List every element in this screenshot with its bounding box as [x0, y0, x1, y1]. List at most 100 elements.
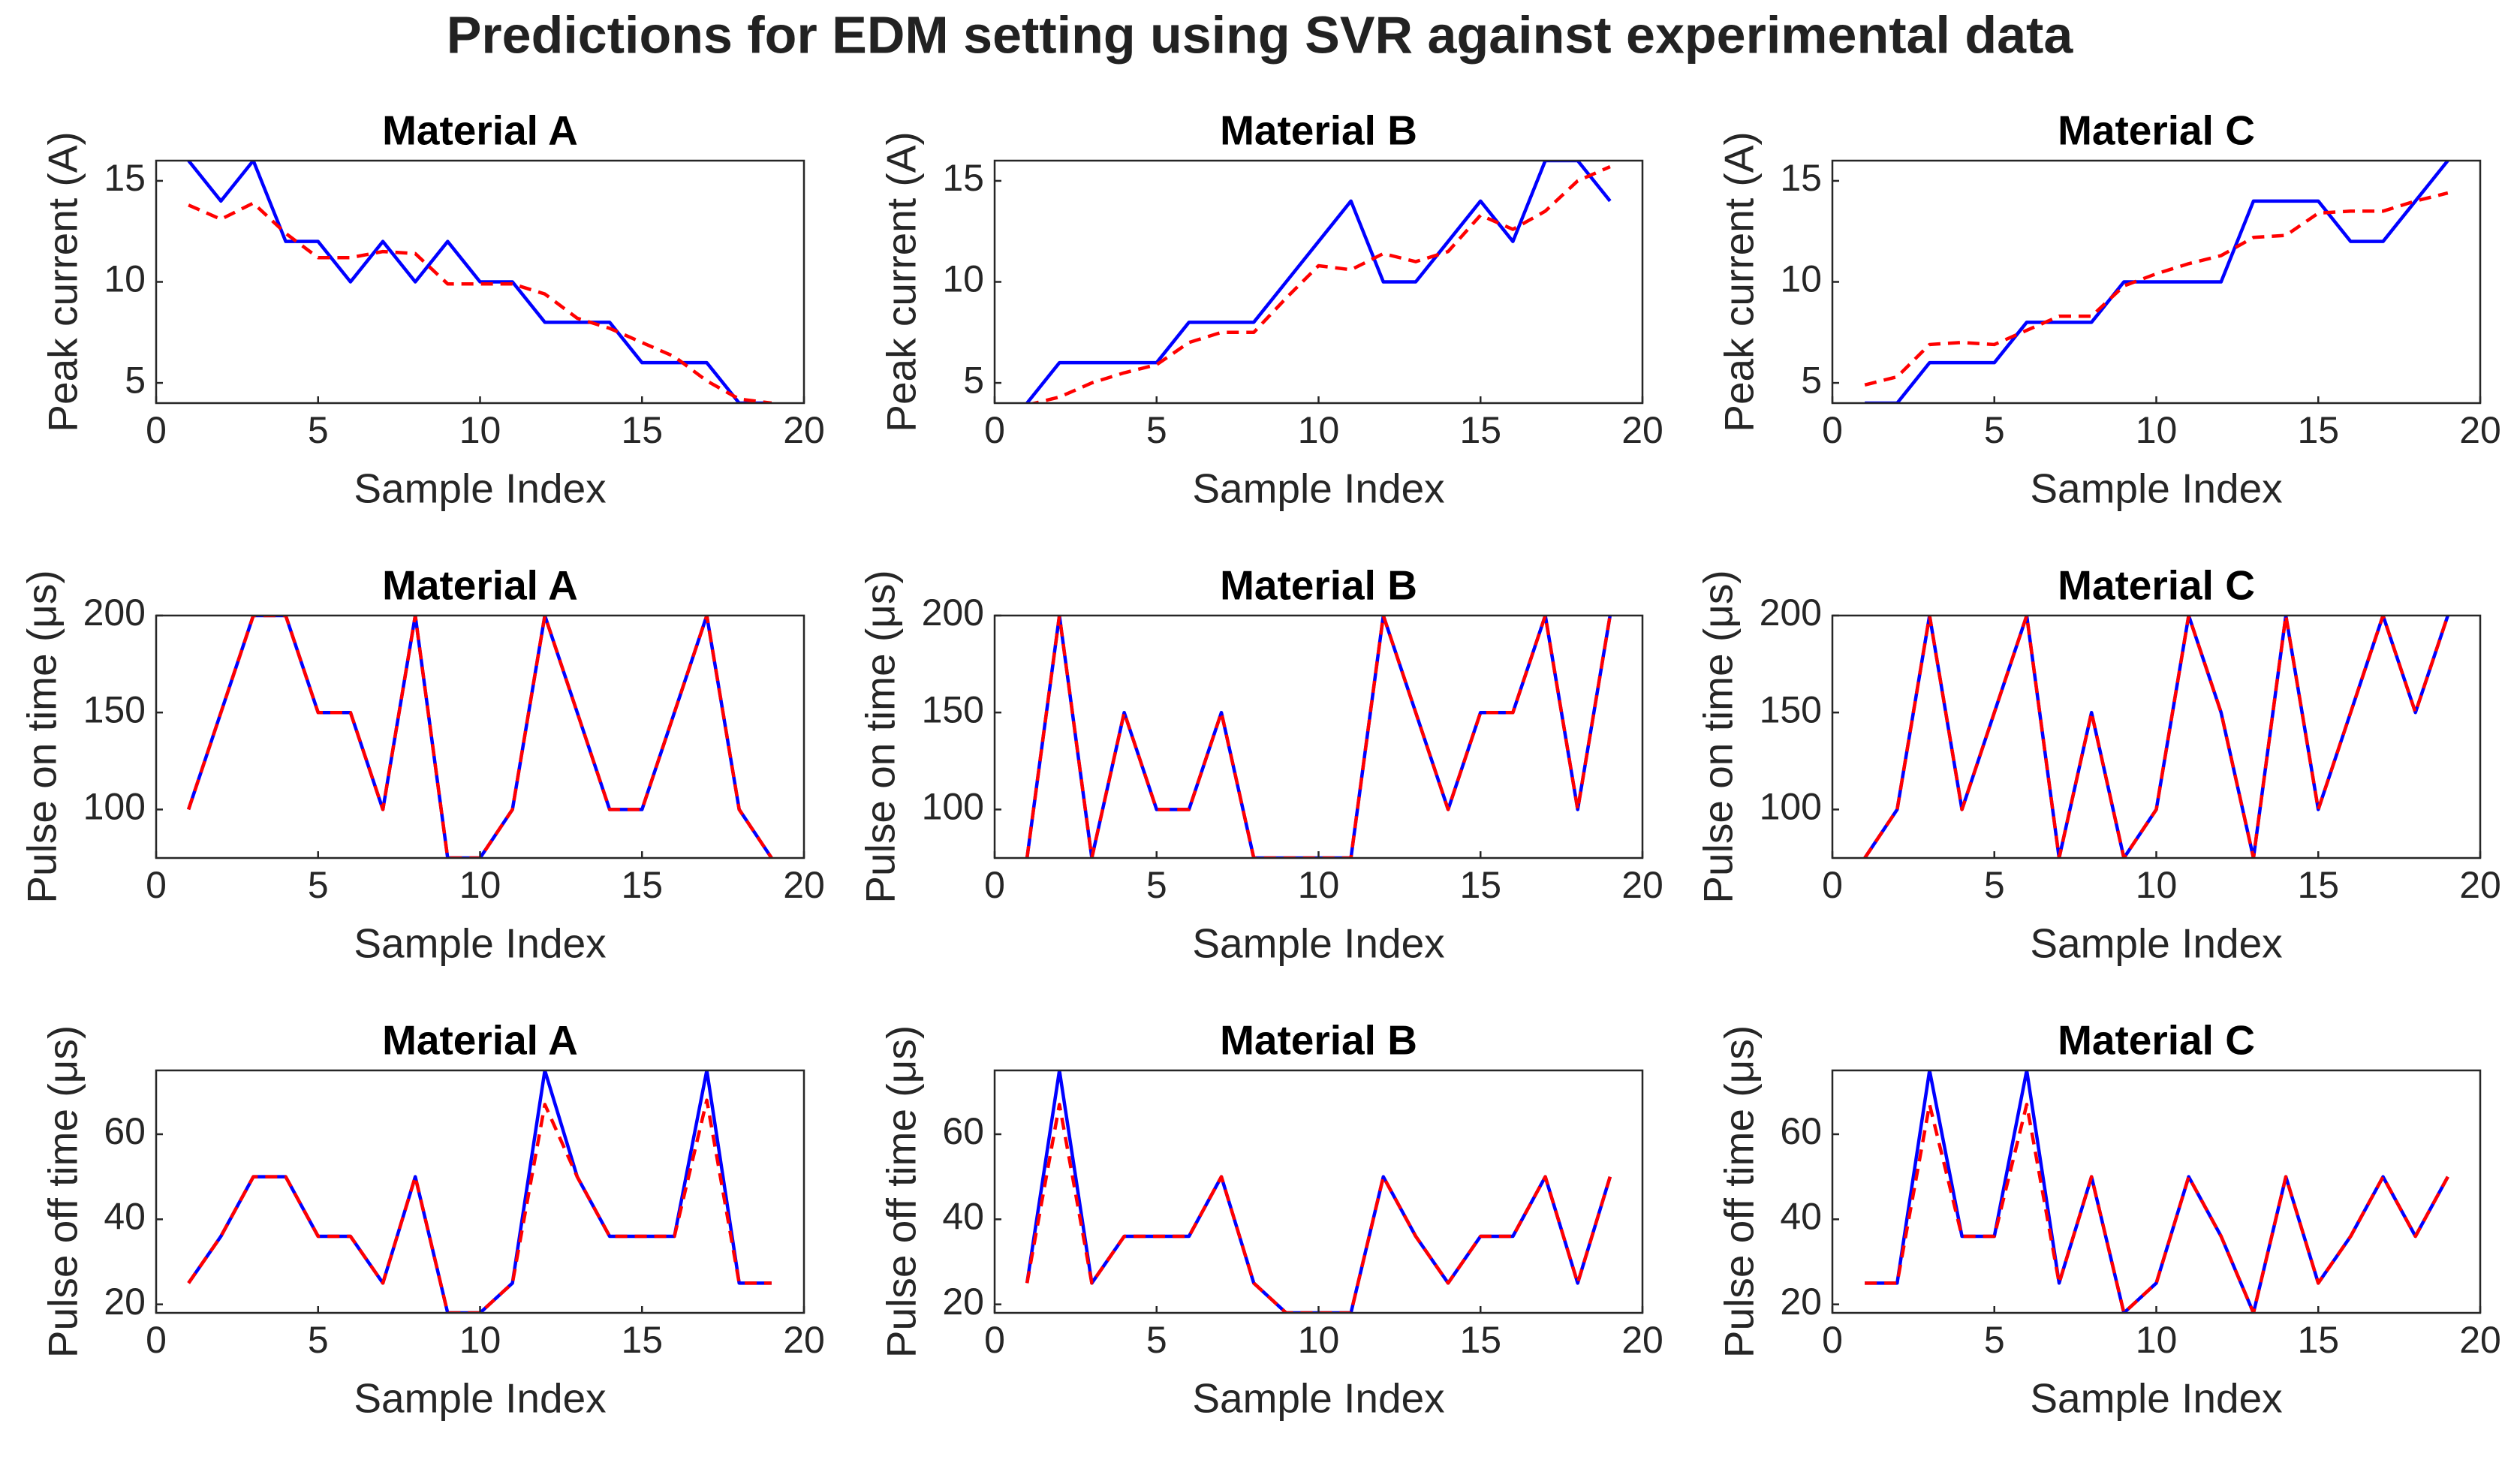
data-line: [1865, 1103, 2449, 1313]
subplot-title: Material C: [2058, 107, 2255, 154]
x-tick-label: 5: [308, 409, 329, 451]
x-tick-label: 5: [1984, 409, 2005, 451]
x-axis-label: Sample Index: [1192, 1375, 1444, 1422]
subplot-title: Material A: [382, 562, 578, 609]
y-tick-label: 150: [83, 688, 146, 730]
x-axis-label: Sample Index: [2030, 465, 2282, 512]
x-tick-label: 20: [783, 409, 825, 451]
x-tick-label: 15: [2297, 1319, 2339, 1361]
plot-area: [1864, 161, 2449, 403]
x-axis-label: Sample Index: [1192, 920, 1444, 967]
x-axis-label: Sample Index: [354, 465, 606, 512]
subplot: 0 5 10 15 20 100 150 200 Material B Sample Index P…: [857, 562, 1663, 967]
y-axis-label: Pulse on time (μs): [1695, 570, 1742, 903]
y-tick-label: 200: [83, 592, 146, 634]
plot-area: [1025, 1070, 1612, 1313]
data-line: [1864, 191, 2449, 387]
y-tick-label: 15: [1780, 157, 1822, 199]
subplot-title: Material A: [382, 107, 578, 154]
x-tick-label: 10: [2136, 409, 2178, 451]
x-tick-label: 5: [1146, 1319, 1167, 1361]
data-line: [1025, 616, 1612, 858]
x-tick-label: 15: [2297, 864, 2339, 906]
y-tick-label: 200: [922, 592, 984, 634]
x-tick-label: 20: [1621, 409, 1663, 451]
x-tick-label: 5: [1984, 1319, 2005, 1361]
subplot: 0 5 10 15 20 20 40 60 Material C Sample Index Puls…: [1716, 1017, 2501, 1422]
y-tick-label: 100: [83, 786, 146, 828]
y-axis-label: Pulse off time (μs): [1716, 1025, 1763, 1358]
y-axis-label: Pulse off time (μs): [40, 1025, 86, 1358]
subplot: 0 5 10 15 20 100 150 200 Material C Sample Index P…: [1695, 562, 2501, 967]
x-tick-label: 10: [459, 864, 501, 906]
y-axis-label: Pulse on time (μs): [857, 570, 904, 903]
x-tick-label: 15: [1459, 409, 1501, 451]
x-tick-label: 20: [783, 1319, 825, 1361]
x-tick-label: 5: [1146, 864, 1167, 906]
x-tick-label: 15: [1459, 864, 1501, 906]
x-tick-label: 0: [984, 864, 1005, 906]
subplot: 0 5 10 15 20 20 40 60 Material A Sample Index Puls…: [40, 1017, 825, 1422]
x-tick-label: 10: [459, 409, 501, 451]
x-tick-label: 20: [783, 864, 825, 906]
x-axis-label: Sample Index: [354, 1375, 606, 1422]
y-tick-label: 5: [963, 359, 984, 401]
y-tick-label: 20: [1780, 1281, 1822, 1323]
data-line: [187, 616, 773, 858]
x-tick-label: 10: [1298, 1319, 1340, 1361]
x-tick-label: 0: [1822, 409, 1843, 451]
y-tick-label: 15: [104, 157, 146, 199]
x-axis-label: Sample Index: [2030, 920, 2282, 967]
x-tick-label: 0: [146, 409, 167, 451]
x-tick-label: 15: [621, 1319, 663, 1361]
x-tick-label: 10: [1298, 409, 1340, 451]
x-axis-label: Sample Index: [2030, 1375, 2282, 1422]
y-tick-label: 100: [922, 786, 984, 828]
x-tick-label: 5: [308, 1319, 329, 1361]
x-tick-label: 15: [1459, 1319, 1501, 1361]
plot-area: [187, 616, 773, 858]
x-tick-label: 0: [984, 409, 1005, 451]
figure-title: Predictions for EDM setting using SVR ag…: [447, 5, 2074, 64]
x-tick-label: 10: [459, 1319, 501, 1361]
y-tick-label: 60: [1780, 1110, 1822, 1152]
x-tick-label: 0: [984, 1319, 1005, 1361]
subplot-title: Material A: [382, 1017, 578, 1064]
x-tick-label: 10: [2136, 1319, 2178, 1361]
x-tick-label: 0: [1822, 864, 1843, 906]
x-tick-label: 20: [1621, 864, 1663, 906]
y-tick-label: 60: [104, 1110, 146, 1152]
y-tick-label: 100: [1760, 786, 1822, 828]
y-tick-label: 5: [1801, 359, 1822, 401]
x-tick-label: 10: [1298, 864, 1340, 906]
data-line: [1863, 616, 2449, 858]
data-line: [1025, 161, 1612, 403]
y-tick-label: 5: [125, 359, 146, 401]
x-tick-label: 0: [146, 1319, 167, 1361]
x-axis-label: Sample Index: [354, 920, 606, 967]
x-tick-label: 20: [2459, 409, 2501, 451]
plot-area: [187, 1070, 772, 1313]
x-tick-label: 20: [1621, 1319, 1663, 1361]
y-tick-label: 200: [1760, 592, 1822, 634]
data-line: [1025, 1103, 1612, 1313]
y-axis-label: Peak current (A): [40, 131, 86, 432]
x-tick-label: 15: [621, 409, 663, 451]
subplot-title: Material B: [1220, 107, 1417, 154]
y-tick-label: 20: [104, 1281, 146, 1323]
x-tick-label: 5: [1984, 864, 2005, 906]
subplot-title: Material B: [1220, 1017, 1417, 1064]
y-tick-label: 15: [942, 157, 984, 199]
y-tick-label: 150: [922, 688, 984, 730]
x-tick-label: 5: [1146, 409, 1167, 451]
y-tick-label: 10: [1780, 258, 1822, 300]
x-tick-label: 0: [1822, 1319, 1843, 1361]
y-tick-label: 40: [942, 1196, 984, 1238]
y-tick-label: 40: [104, 1196, 146, 1238]
data-line: [187, 1098, 772, 1313]
y-tick-label: 60: [942, 1110, 984, 1152]
